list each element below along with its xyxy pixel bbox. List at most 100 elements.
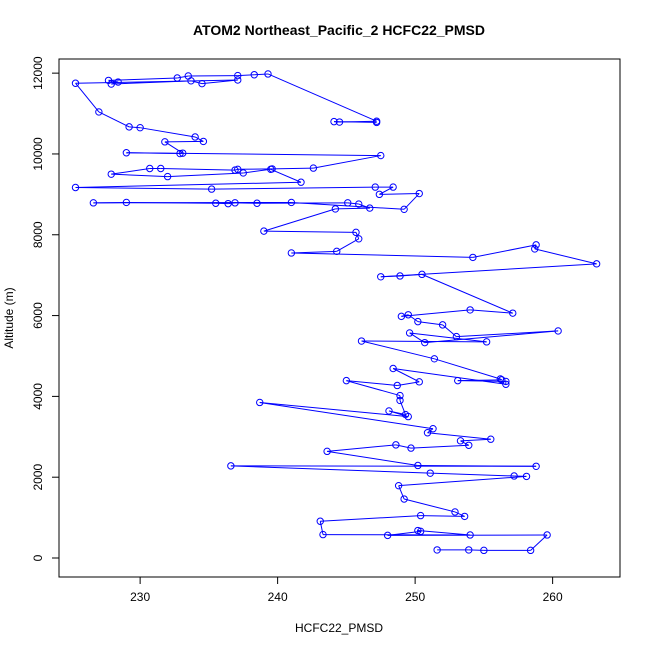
data-point (227, 462, 235, 470)
data-point (355, 200, 363, 208)
data-point (297, 178, 305, 186)
data-point (231, 199, 239, 207)
series-line-segment (424, 330, 559, 344)
data-point (438, 321, 447, 329)
series-line-segment (460, 440, 469, 446)
data-point (377, 273, 385, 281)
x-tick-label: 250 (405, 590, 425, 604)
series-line-segment (417, 321, 443, 326)
data-point (199, 137, 208, 146)
data-point (136, 123, 144, 132)
series-line-segment (456, 330, 559, 338)
data-point (157, 164, 165, 173)
series-line-segment (454, 511, 465, 517)
series-line-segment (397, 381, 420, 386)
data-point (253, 199, 261, 207)
data-point (383, 531, 392, 540)
data-point (163, 172, 172, 181)
series-line-segment (347, 202, 359, 205)
series-line-segment (361, 340, 487, 343)
data-point (466, 306, 474, 314)
data-point (335, 118, 344, 126)
data-point (393, 381, 401, 390)
data-point (161, 138, 169, 146)
series-line-segment (434, 358, 501, 380)
data-point (234, 76, 242, 84)
data-point (377, 151, 385, 160)
series-line-segment (398, 485, 405, 500)
series-line-segment (392, 368, 420, 383)
data-point (95, 108, 103, 116)
series-0 (71, 70, 601, 555)
data-point (330, 117, 338, 126)
y-axis-label: Altitude (m) (2, 287, 16, 348)
series-line-segment (404, 498, 456, 513)
x-axis: 230 240 250 260 (130, 576, 563, 604)
data-point (396, 396, 404, 405)
data-point (430, 355, 439, 363)
data-point (212, 199, 220, 207)
data-point (122, 149, 131, 157)
series-line-segment (320, 515, 421, 522)
data-point (480, 546, 488, 555)
series-line-segment (194, 136, 204, 142)
series-line-segment (313, 155, 381, 169)
data-point (421, 338, 429, 347)
data-point (333, 247, 341, 256)
data-point (414, 461, 422, 470)
x-tick-label: 230 (130, 590, 150, 604)
series-line-segment (111, 168, 150, 175)
series-line-segment (346, 380, 401, 397)
y-tick-label: 10000 (31, 137, 45, 171)
series-line-segment (129, 126, 141, 129)
series-line-segment (254, 73, 269, 76)
data-point (207, 185, 216, 193)
series-line-segment (272, 167, 314, 170)
data-point (498, 376, 506, 384)
data-point (355, 235, 363, 243)
data-point (522, 472, 531, 481)
y-tick-label: 8000 (31, 221, 45, 248)
series-line-segment (393, 368, 506, 385)
data-point (400, 205, 408, 214)
data-point (509, 309, 517, 317)
series-line-segment (211, 186, 376, 190)
data-point (415, 378, 423, 386)
data-point (264, 70, 272, 78)
series-line-segment (243, 168, 271, 174)
y-tick-label: 6000 (31, 302, 45, 329)
series-line-segment (407, 314, 419, 323)
data-point (122, 198, 131, 207)
series-line-segment (472, 244, 537, 258)
data-point (319, 530, 327, 539)
data-point (392, 441, 400, 449)
data-point (260, 227, 268, 235)
data-point (482, 338, 491, 346)
data-point (176, 149, 184, 158)
y-tick-label: 4000 (31, 383, 45, 410)
data-point (239, 169, 247, 177)
series-line-segment (346, 380, 398, 386)
data-point (531, 245, 539, 253)
series-line-segment (98, 111, 130, 128)
series-line-segment (267, 73, 377, 122)
series-line-segment (409, 332, 487, 343)
series-line-segment (75, 82, 100, 113)
chart-title: ATOM2 Northeast_Pacific_2 HCFC22_PMSD (193, 22, 485, 38)
series-line-segment (420, 515, 465, 517)
data-point (396, 391, 404, 400)
series-line-segment (339, 120, 377, 123)
series-line-segment (263, 208, 336, 232)
series-layer (71, 70, 601, 555)
data-point (469, 253, 477, 262)
data-point (352, 228, 360, 237)
data-point (125, 123, 133, 131)
series-line-segment (395, 444, 412, 449)
data-point (400, 495, 408, 503)
series-line-segment (361, 340, 435, 360)
data-point (532, 241, 540, 249)
series-line-segment (430, 472, 515, 477)
data-point (187, 77, 195, 85)
